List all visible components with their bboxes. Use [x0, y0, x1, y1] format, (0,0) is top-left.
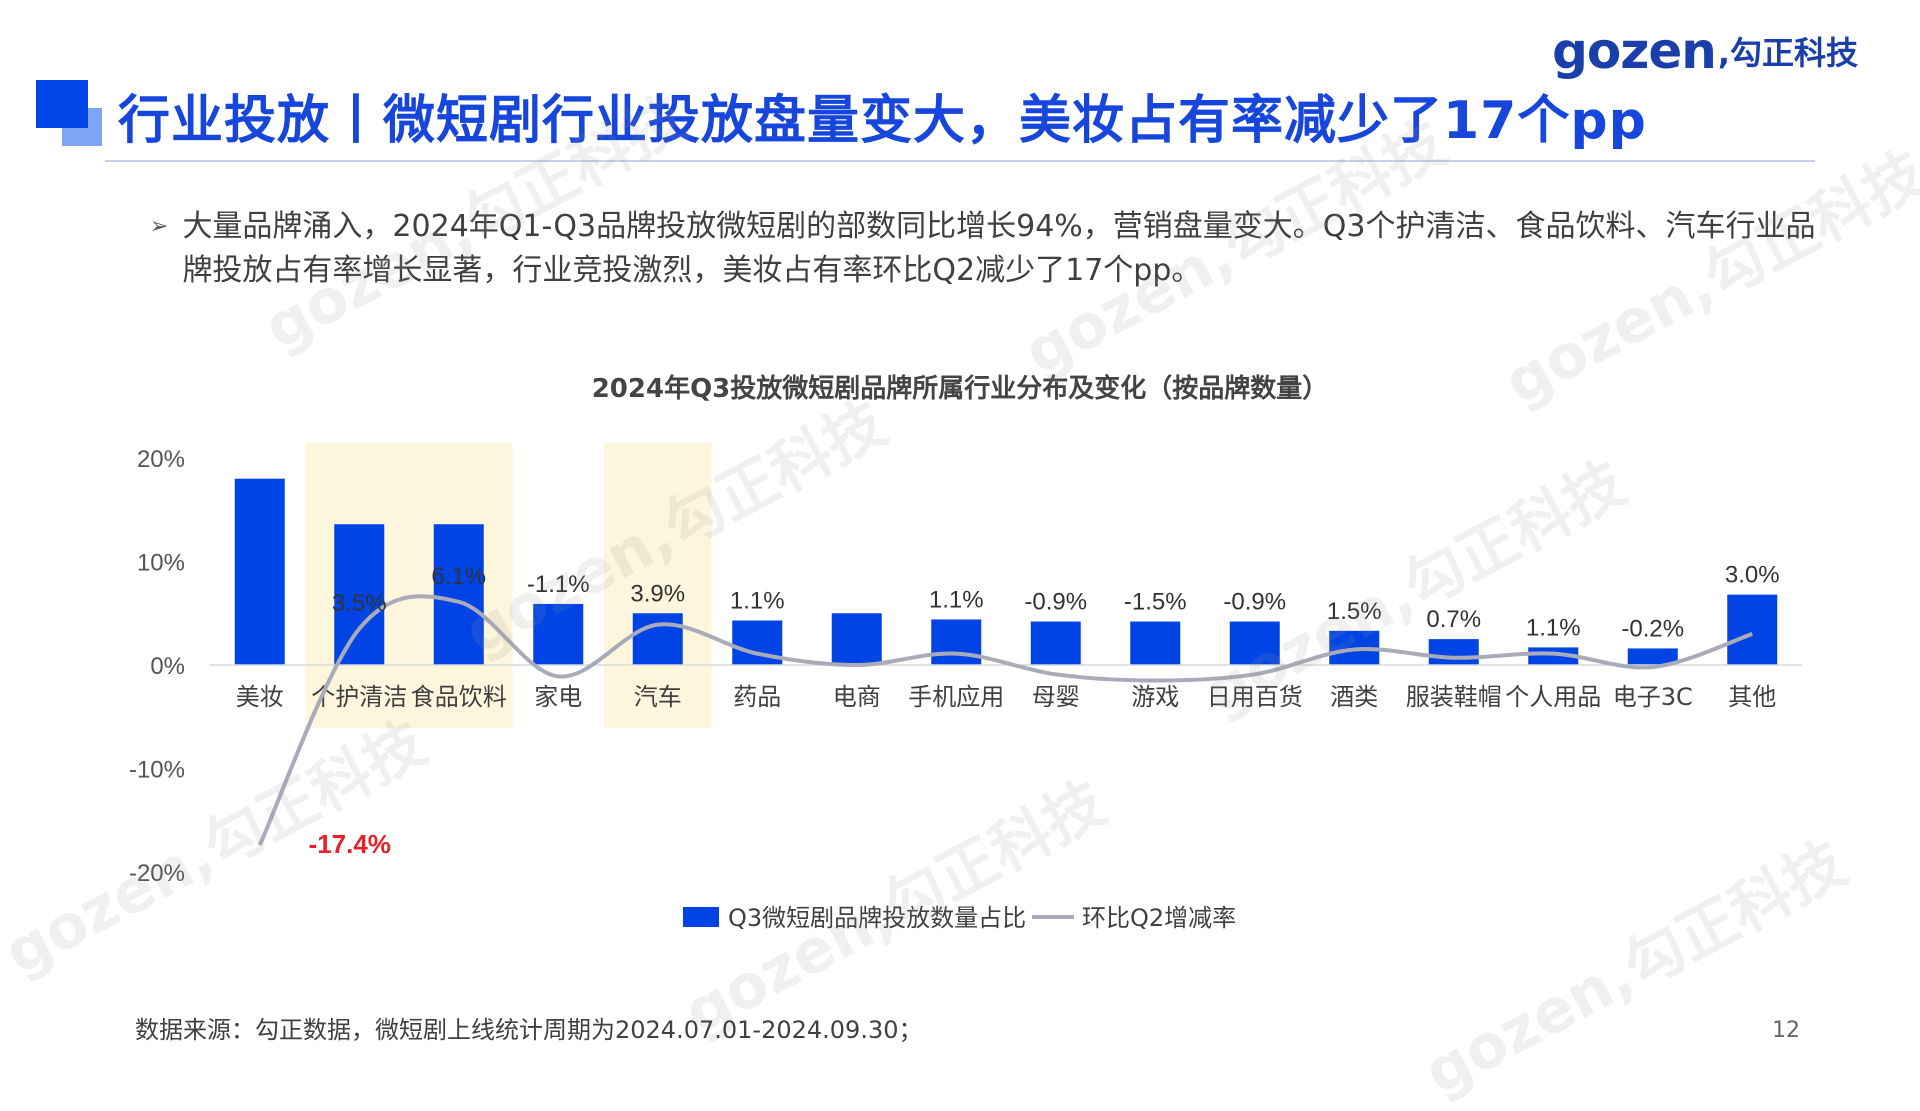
bar	[931, 619, 982, 665]
x-category-label: 电子3C	[1613, 683, 1693, 711]
x-category-label: 游戏	[1131, 683, 1179, 711]
bar	[831, 613, 882, 665]
y-tick-label: -10%	[129, 757, 185, 784]
x-category-label: 汽车	[634, 683, 682, 711]
x-category-label: 家电	[534, 683, 582, 711]
bar	[1727, 594, 1778, 665]
bar	[1130, 621, 1181, 665]
x-category-label: 日用百货	[1207, 683, 1303, 711]
x-category-label: 药品	[733, 683, 781, 711]
bar	[234, 478, 285, 665]
data-label: -1.1%	[527, 571, 590, 598]
x-category-label: 个人用品	[1505, 683, 1601, 711]
x-category-label: 其他	[1728, 683, 1776, 711]
legend-bar-swatch	[683, 907, 719, 927]
title-decoration	[36, 80, 106, 150]
page-number: 12	[1772, 1018, 1800, 1043]
bar	[533, 603, 584, 665]
industry-distribution-chart: 20%10%0%-10%-20%美妆 个护清洁 食品饮料 家电 汽车 药品 电商 手机应用 母婴…	[129, 443, 1802, 932]
data-label: -0.2%	[1621, 615, 1684, 642]
x-category-label: 酒类	[1330, 683, 1378, 711]
summary-bullet: ➢ 大量品牌涌入，2024年Q1-Q3品牌投放微短剧的部数同比增长94%，营销盘…	[150, 205, 1832, 293]
series-line-qoq-change	[257, 594, 1753, 846]
chart-legend: Q3微短剧品牌投放数量占比 环比Q2增减率	[683, 904, 1236, 932]
x-category-label: 母婴	[1032, 683, 1080, 711]
bar	[1627, 648, 1678, 665]
data-label: 6.1%	[431, 563, 486, 590]
x-category-label: 食品饮料	[411, 683, 507, 711]
data-label: -0.9%	[1024, 589, 1087, 616]
x-category-label: 电商	[833, 683, 881, 711]
y-tick-label: -20%	[129, 860, 185, 887]
data-label: -0.9%	[1223, 589, 1286, 616]
bar	[1030, 621, 1081, 665]
company-logo: gozen ,勾正科技	[1552, 22, 1858, 80]
bar	[334, 524, 385, 665]
legend-line-label: 环比Q2增减率	[1082, 904, 1236, 932]
data-label: -1.5%	[1124, 589, 1187, 616]
chart-title: 2024年Q3投放微短剧品牌所属行业分布及变化（按品牌数量）	[591, 374, 1329, 404]
data-label: 1.1%	[929, 586, 984, 613]
title-divider	[105, 160, 1815, 162]
bar	[1428, 639, 1479, 665]
summary-text: 大量品牌涌入，2024年Q1-Q3品牌投放微短剧的部数同比增长94%，营销盘量变…	[182, 209, 1816, 288]
page-title: 行业投放丨微短剧行业投放盘量变大，美妆占有率减少了17个pp	[118, 91, 1647, 151]
bar	[632, 613, 683, 665]
data-label: 3.9%	[630, 580, 685, 607]
legend-bar-label: Q3微短剧品牌投放数量占比	[728, 904, 1026, 932]
logo-brand: gozen	[1552, 22, 1717, 80]
bar	[1229, 621, 1280, 665]
x-category-label: 服装鞋帽	[1406, 683, 1502, 711]
data-label: -17.4%	[309, 829, 391, 859]
y-tick-label: 20%	[137, 446, 185, 473]
data-label: 3.5%	[332, 590, 387, 617]
bullet-arrow-icon: ➢	[150, 214, 169, 239]
y-tick-label: 0%	[150, 653, 185, 680]
data-label: 3.0%	[1725, 562, 1780, 589]
bar	[433, 524, 484, 665]
x-category-label: 手机应用	[908, 683, 1004, 711]
data-label: 1.1%	[1526, 614, 1581, 641]
data-label: 1.5%	[1327, 598, 1382, 625]
data-label: 1.1%	[730, 587, 785, 614]
logo-brand-cn: ,勾正科技	[1717, 34, 1858, 72]
highlight-band	[604, 443, 712, 728]
data-label: 0.7%	[1426, 606, 1481, 633]
y-tick-label: 10%	[137, 550, 185, 577]
data-source-note: 数据来源：勾正数据，微短剧上线统计周期为2024.07.01-2024.09.3…	[135, 1016, 923, 1044]
x-category-label: 美妆	[236, 683, 284, 711]
